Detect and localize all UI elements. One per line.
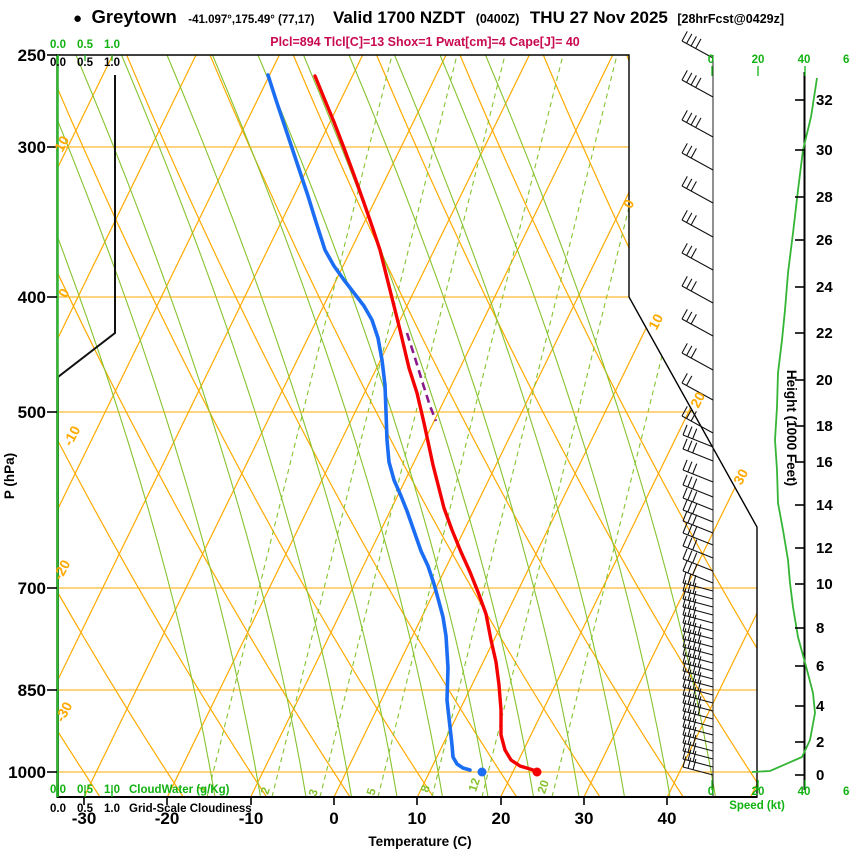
tick-label: 1.0 xyxy=(104,39,120,51)
mixing-ratio-lines xyxy=(206,55,738,797)
tick-label: 14 xyxy=(816,497,833,514)
tick-label: 18 xyxy=(816,418,833,435)
tick-label: 10 xyxy=(645,311,667,332)
tick-label: 8 xyxy=(418,783,433,794)
background-grid xyxy=(57,55,757,797)
tick-label: 30 xyxy=(730,466,752,487)
tick-label: 0 xyxy=(816,767,824,784)
tick-label: 700 xyxy=(18,579,46,598)
temperature-axis-title: Temperature (C) xyxy=(368,834,471,849)
tick-label: 20 xyxy=(687,389,709,410)
tick-label: 0.5 xyxy=(77,39,94,51)
tick-label: Grid-Scale Cloudiness xyxy=(129,803,252,815)
tick-label: 250 xyxy=(18,46,46,65)
tick-label: -30 xyxy=(72,809,97,828)
tick-label: Speed (kt) xyxy=(729,800,785,812)
tick-label: 4 xyxy=(816,698,825,715)
tick-label: 0 xyxy=(708,786,714,798)
sounding-parameters: Plcl=894 Tlcl[C]=13 Shox=1 Pwat[cm]=4 Ca… xyxy=(270,35,580,49)
tick-label: 2 xyxy=(258,785,273,796)
tick-label: 850 xyxy=(18,681,46,700)
tick-label: 60 xyxy=(843,786,850,798)
station-coords: -41.097°,175.49° (77,17) xyxy=(188,14,314,26)
tick-label: 30 xyxy=(575,809,594,828)
cloud-profiles xyxy=(56,55,116,797)
tick-label: 24 xyxy=(816,279,833,296)
tick-label: 20 xyxy=(752,786,765,798)
tick-label: 20 xyxy=(534,778,552,795)
tick-label: 32 xyxy=(816,92,833,109)
tick-label: 40 xyxy=(798,786,811,798)
tick-label: 40 xyxy=(798,54,811,66)
tick-label: 60 xyxy=(843,54,850,66)
tick-label: -10 xyxy=(60,423,84,449)
tick-label: 30 xyxy=(816,142,833,159)
tick-label: 40 xyxy=(658,809,677,828)
tick-label: 28 xyxy=(816,189,833,206)
tick-label: 2 xyxy=(816,734,824,751)
sounding-curves xyxy=(266,73,818,777)
tick-label: 10 xyxy=(816,576,833,593)
tick-label: 1.0 xyxy=(104,803,120,815)
tick-label: 5 xyxy=(364,786,379,797)
tick-label: 500 xyxy=(18,403,46,422)
station-name: Greytown xyxy=(92,6,177,27)
forecast-tag: [28hrFcst@0429z] xyxy=(677,12,784,26)
tick-label: 12 xyxy=(816,540,833,557)
tick-label: 0.0 xyxy=(50,784,66,796)
tick-label: 0.5 xyxy=(77,803,94,815)
tick-label: CloudWater (g/Kg) xyxy=(129,784,230,796)
isotherm-lines xyxy=(57,55,757,797)
tick-label: 300 xyxy=(18,138,46,157)
tick-label: 16 xyxy=(816,454,833,471)
tick-label: 0.0 xyxy=(50,39,66,51)
tick-label: 12 xyxy=(465,776,483,793)
tick-label: 22 xyxy=(816,325,833,342)
tick-label: 20 xyxy=(816,372,833,389)
bullet-icon: ● xyxy=(73,10,82,27)
axis-ticks xyxy=(47,54,806,805)
pressure-axis-title: P (hPa) xyxy=(2,453,17,499)
chart-title: ● Greytown -41.097°,175.49° (77,17) Vali… xyxy=(73,6,784,27)
tick-label: -30 xyxy=(52,699,76,725)
tick-label: 0.5 xyxy=(77,784,94,796)
valid-time: Valid 1700 NZDT xyxy=(333,8,466,27)
tick-label: 1000 xyxy=(8,763,46,782)
tick-label: 8 xyxy=(816,620,824,637)
valid-zulu: (0400Z) xyxy=(476,12,520,26)
tick-label: -20 xyxy=(50,557,74,583)
height-axis-title: Height (1000 Feet) xyxy=(784,370,799,486)
valid-date: THU 27 Nov 2025 xyxy=(530,8,668,27)
tick-label: 20 xyxy=(752,54,765,66)
tick-label: 0.5 xyxy=(77,57,94,69)
tick-label: 10 xyxy=(51,133,73,154)
tick-label: 0 xyxy=(329,809,338,828)
tick-label: 1.0 xyxy=(104,57,120,69)
tick-label: -10 xyxy=(239,809,264,828)
tick-label: 0.0 xyxy=(50,57,66,69)
tick-label: 0.0 xyxy=(50,803,66,815)
tick-label: 26 xyxy=(816,232,833,249)
tick-label: 3 xyxy=(306,787,321,798)
tick-label: 0 xyxy=(708,54,714,66)
tick-label: 6 xyxy=(816,658,824,675)
tick-label: 20 xyxy=(492,809,511,828)
tick-label: 10 xyxy=(408,809,427,828)
tick-label: -20 xyxy=(155,809,180,828)
tick-label: 1.0 xyxy=(104,784,120,796)
wind-barbs xyxy=(681,31,714,776)
tick-label: 400 xyxy=(18,288,46,307)
tick-label: 1 xyxy=(194,783,209,794)
moist-adiabat-lines xyxy=(57,55,717,797)
